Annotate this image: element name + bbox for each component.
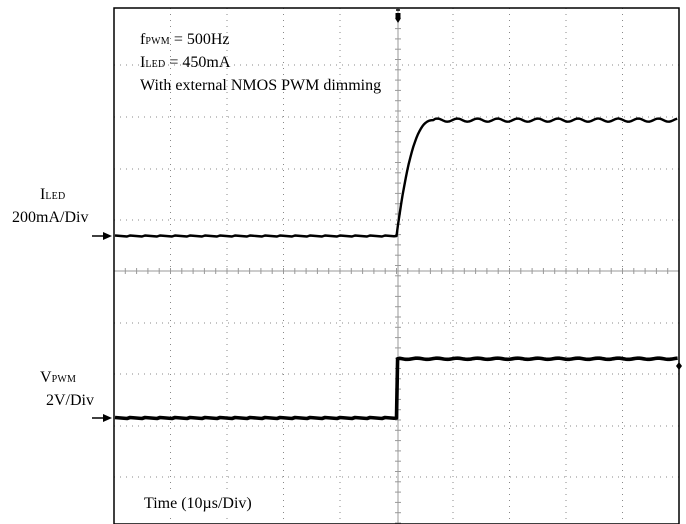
- plot-frame: [113, 7, 680, 524]
- ground-marker-arrow-1: [103, 414, 112, 422]
- channel-label-vpwm: VPWM: [40, 369, 77, 386]
- channel-scale-vpwm: 2V/Div: [46, 392, 94, 409]
- annotation-note: With external NMOS PWM dimming: [140, 77, 382, 94]
- annotation-frequency: fPWM = 500Hz: [140, 31, 230, 48]
- channel-label-iled: ILED: [40, 186, 66, 203]
- traces: [114, 117, 678, 421]
- trigger-level-marker: [676, 362, 682, 370]
- markers: [92, 9, 682, 422]
- trigger-position-marker: [395, 13, 401, 23]
- trace-iled: [114, 117, 678, 238]
- ground-marker-arrow-0: [103, 232, 112, 240]
- graticule: [113, 7, 680, 524]
- channel-scale-iled: 200mA/Div: [12, 209, 89, 226]
- x-axis-label: Time (10µs/Div): [142, 494, 254, 514]
- trace-vpwm: [114, 356, 678, 421]
- annotation-current: ILED = 450mA: [140, 54, 231, 71]
